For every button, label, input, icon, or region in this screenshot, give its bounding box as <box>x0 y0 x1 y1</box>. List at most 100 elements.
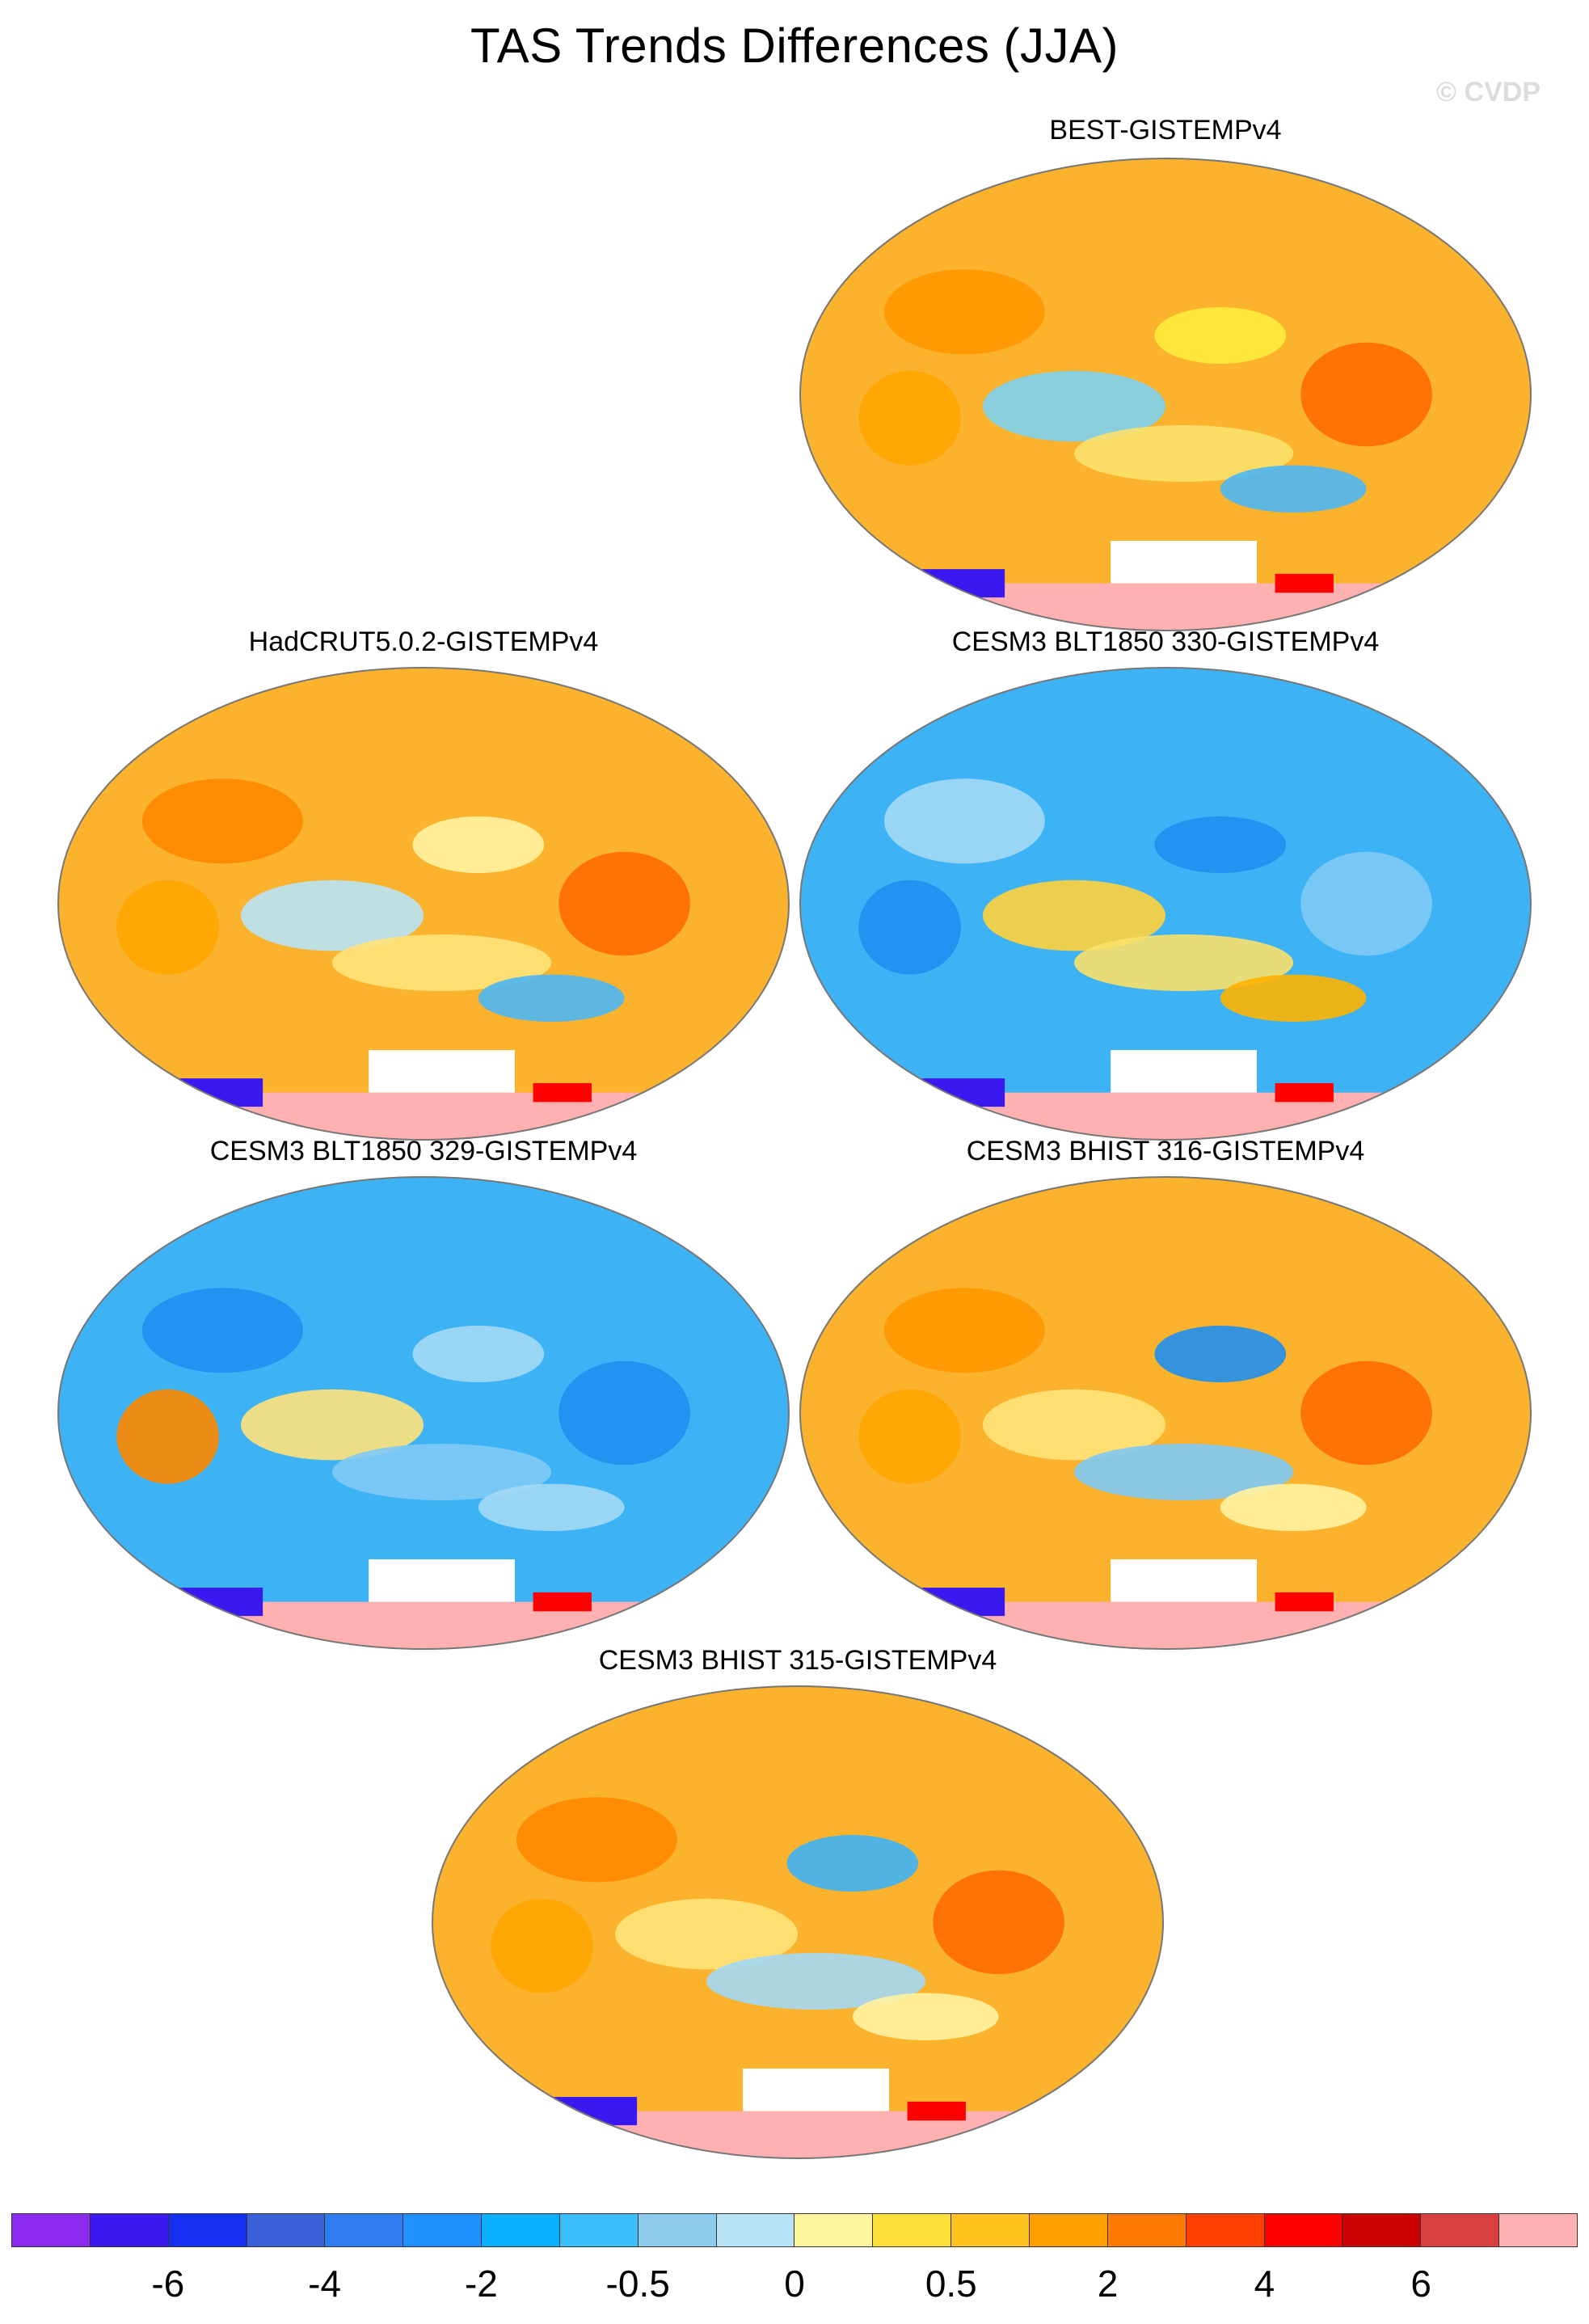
antarctic-warm-patch <box>1275 573 1334 593</box>
map-outline <box>57 667 790 1141</box>
trend-patch <box>858 1389 961 1484</box>
colorbar-swatch <box>1264 2214 1343 2246</box>
map-background-field <box>800 1177 1531 1649</box>
trend-patch <box>491 1898 593 1993</box>
colorbar-swatch <box>1107 2214 1186 2246</box>
colorbar-tick-label: 2 <box>1097 2263 1119 2305</box>
missing-data-mask <box>369 1559 515 1602</box>
colorbar-swatch <box>716 2214 795 2246</box>
antarctic-warm-patch <box>907 2101 966 2121</box>
antarctic-land <box>578 2111 1018 2158</box>
colorbar-tick-label: -2 <box>464 2263 498 2305</box>
trend-patch <box>412 816 545 874</box>
missing-data-mask <box>1111 1559 1257 1602</box>
map-outline <box>57 1176 790 1650</box>
antarctic-cold-patch <box>902 1588 1005 1617</box>
colorbar-tick-label: 0 <box>784 2263 805 2305</box>
trend-patch <box>241 1389 424 1461</box>
colorbar-swatch <box>951 2214 1030 2246</box>
trend-patch <box>1220 465 1367 512</box>
map-outline <box>799 1176 1532 1650</box>
trend-patch <box>478 1483 625 1532</box>
trend-patch <box>1074 934 1294 992</box>
trend-patch <box>1300 342 1432 447</box>
colorbar-swatch <box>638 2214 717 2246</box>
trend-patch <box>1220 974 1367 1023</box>
antarctic-warm-patch <box>533 1592 592 1612</box>
figure-title: TAS Trends Differences (JJA) <box>470 19 1119 73</box>
colorbar-swatch <box>482 2214 560 2246</box>
colorbar-swatch <box>1186 2214 1265 2246</box>
watermark: © CVDP <box>1436 77 1541 108</box>
trend-patch <box>331 1443 552 1501</box>
trend-patch <box>615 1898 798 1970</box>
antarctic-cold-patch <box>534 2097 638 2126</box>
trend-patch <box>883 778 1045 864</box>
trend-patch <box>858 879 961 975</box>
trend-patch <box>516 1797 677 1883</box>
trend-patch <box>478 974 625 1023</box>
trend-patch <box>933 1870 1064 1975</box>
trend-patch <box>141 1288 303 1373</box>
colorbar-swatch <box>1342 2214 1422 2246</box>
colorbar-swatch <box>1499 2214 1577 2246</box>
missing-data-mask <box>743 2069 889 2111</box>
antarctic-land <box>946 583 1385 631</box>
colorbar-tick-label: 4 <box>1254 2263 1275 2305</box>
antarctic-cold-patch <box>902 569 1005 598</box>
colorbar-tick-label: -4 <box>308 2263 342 2305</box>
trend-patch <box>558 1360 690 1466</box>
antarctic-warm-patch <box>533 1082 592 1103</box>
trend-patch <box>1154 816 1287 874</box>
trend-patch <box>983 879 1165 951</box>
missing-data-mask <box>1111 541 1257 584</box>
trend-patch <box>983 370 1165 442</box>
panel-title: BEST-GISTEMPv4 <box>1049 115 1282 146</box>
antarctic-warm-patch <box>1275 1082 1334 1103</box>
map-background-field <box>800 158 1531 631</box>
trend-patch <box>1220 1483 1367 1532</box>
map-outline <box>799 158 1532 631</box>
trend-patch <box>331 934 552 992</box>
trend-patch <box>241 879 424 951</box>
panel-title: CESM3 BLT1850 330-GISTEMPv4 <box>951 626 1380 657</box>
colorbar <box>11 2213 1578 2247</box>
colorbar-swatch <box>247 2214 326 2246</box>
colorbar-swatch <box>794 2214 874 2246</box>
trend-patch <box>412 1325 545 1383</box>
map-background-field <box>800 668 1531 1140</box>
trend-patch <box>786 1834 919 1892</box>
map-background-field <box>58 1177 789 1649</box>
trend-patch <box>116 879 219 975</box>
trend-patch <box>858 370 961 466</box>
colorbar-swatch <box>403 2214 483 2246</box>
map-outline <box>432 1685 1164 2159</box>
colorbar-swatch <box>325 2214 404 2246</box>
colorbar-swatch <box>559 2214 639 2246</box>
map-background-field <box>58 668 789 1140</box>
antarctic-land <box>946 1601 1385 1649</box>
antarctic-warm-patch <box>1275 1592 1334 1612</box>
trend-patch <box>706 1952 926 2010</box>
trend-patch <box>1074 424 1294 483</box>
colorbar-tick-label: -0.5 <box>605 2263 670 2305</box>
trend-patch <box>116 1389 219 1484</box>
trend-patch <box>983 1389 1165 1461</box>
colorbar-tick-label: -6 <box>151 2263 185 2305</box>
colorbar-swatch <box>873 2214 952 2246</box>
trend-patch <box>883 1288 1045 1373</box>
map-outline <box>799 667 1532 1141</box>
missing-data-mask <box>1111 1050 1257 1093</box>
trend-patch <box>1154 1325 1287 1383</box>
colorbar-tick-label: 6 <box>1410 2263 1431 2305</box>
trend-patch <box>1074 1443 1294 1501</box>
trend-patch <box>1154 306 1287 365</box>
colorbar-swatch <box>90 2214 169 2246</box>
antarctic-cold-patch <box>160 1078 263 1107</box>
trend-patch <box>1300 851 1432 956</box>
panel-title: HadCRUT5.0.2-GISTEMPv4 <box>248 626 599 657</box>
panel-title: CESM3 BHIST 316-GISTEMPv4 <box>966 1136 1365 1166</box>
colorbar-tick-label: 0.5 <box>925 2263 977 2305</box>
missing-data-mask <box>369 1050 515 1093</box>
antarctic-land <box>204 1601 643 1649</box>
